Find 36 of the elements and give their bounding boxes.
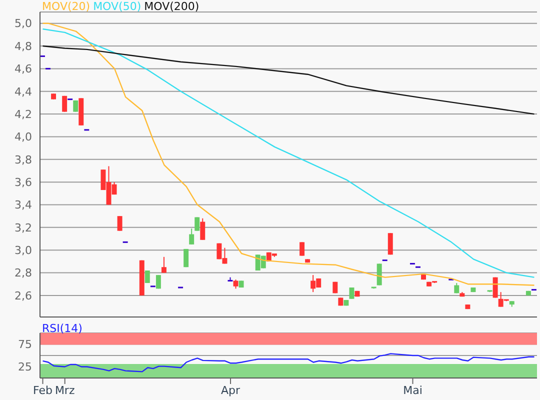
candlestick (156, 274, 161, 290)
y-tick-label: 4,8 (14, 40, 32, 53)
candlestick (161, 256, 166, 274)
text: MOV(50) (93, 0, 142, 13)
text: RSI(14) (42, 322, 82, 335)
candlestick (117, 216, 122, 232)
candlestick (233, 279, 238, 290)
y-tick-label: 2,8 (14, 266, 32, 280)
candlestick (349, 287, 354, 300)
candlestick (388, 232, 393, 256)
candlestick (62, 95, 68, 112)
y-tick-label: 2,6 (14, 289, 32, 302)
y-tick-label: 75 (18, 338, 32, 352)
y-tick-label: 3,2 (14, 221, 32, 234)
candlestick (189, 228, 194, 245)
y-tick-label: 3,0 (14, 244, 32, 258)
candlestick (200, 218, 206, 240)
candlestick (300, 242, 305, 256)
x-tick-label: Mai (403, 384, 422, 397)
y-tick-label: 3,4 (14, 198, 32, 212)
y-tick-label: 3,8 (14, 153, 32, 166)
text: MOV(200) (144, 0, 200, 13)
x-tick-label: Feb (33, 384, 53, 397)
y-tick-label: 4,4 (14, 85, 32, 98)
y-tick-label: 25 (18, 360, 32, 374)
y-tick-label: 4,6 (14, 62, 32, 76)
candlestick (194, 216, 200, 232)
y-tick-label: 3,6 (14, 176, 32, 189)
y-tick-label: 4,0 (14, 130, 32, 144)
candlestick (144, 270, 150, 283)
series-label: MOV(20) (42, 0, 90, 13)
x-tick-label: Mrz (54, 384, 75, 397)
y-tick-label: 5,0 (14, 17, 32, 30)
x-tick-label: Apr (221, 384, 241, 397)
candlestick (376, 263, 382, 286)
y-tick-label: 4,2 (14, 108, 32, 121)
